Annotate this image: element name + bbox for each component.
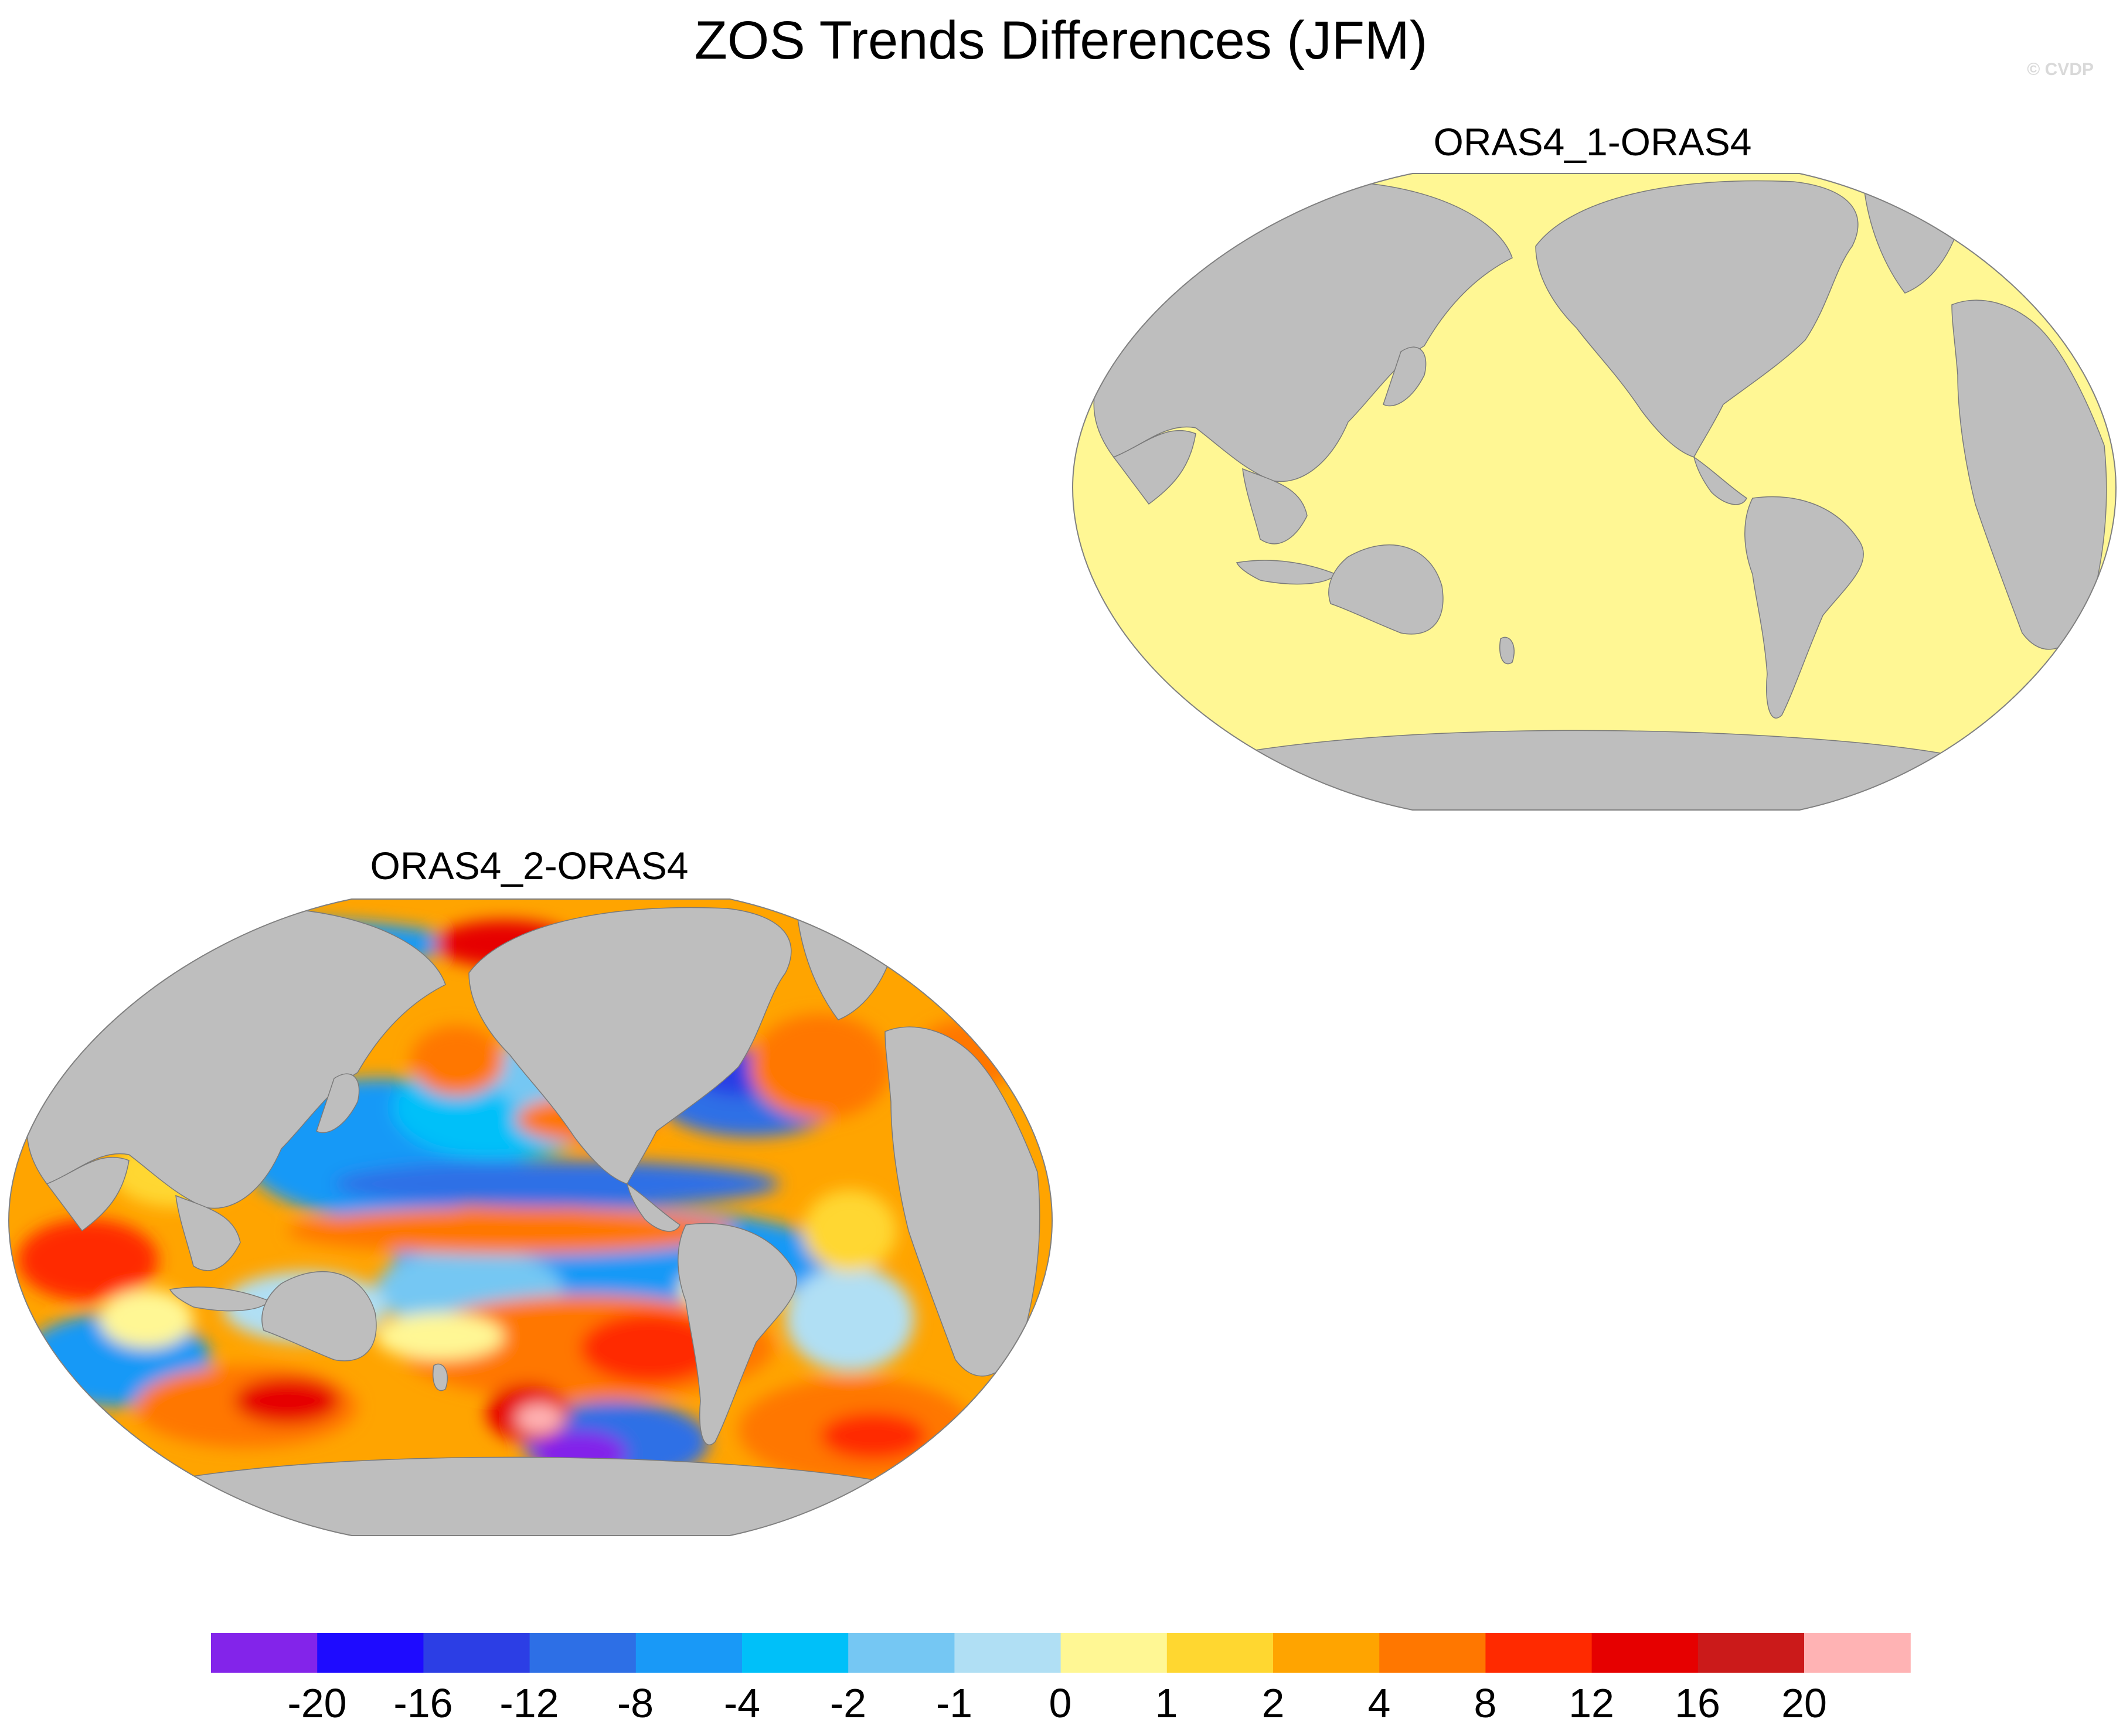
colorbar-label: -20 xyxy=(287,1680,346,1726)
colorbar-swatch xyxy=(1060,1633,1168,1673)
colorbar-swatch xyxy=(423,1633,530,1673)
colorbar-swatch xyxy=(1591,1633,1699,1673)
map-panel-oras4-1: ORAS4_1-ORAS4 xyxy=(1071,120,2117,811)
colorbar-label: -8 xyxy=(617,1680,654,1726)
colorbar-swatch xyxy=(954,1633,1062,1673)
colorbar-swatch xyxy=(317,1633,424,1673)
panel-title-oras4-2: ORAS4_2-ORAS4 xyxy=(370,844,689,887)
colorbar-label: 2 xyxy=(1262,1680,1285,1726)
colorbar-swatch xyxy=(1273,1633,1380,1673)
colorbar-label: -1 xyxy=(936,1680,972,1726)
colorbar-label: -4 xyxy=(724,1680,760,1726)
panel-title-oras4-1: ORAS4_1-ORAS4 xyxy=(1434,120,1752,164)
colorbar-swatch xyxy=(529,1633,637,1673)
land-masses xyxy=(1073,180,2107,810)
map-outline-oras4-2 xyxy=(8,898,1053,1536)
colorbar-labels: -20 -16 -12 -8 -4 -2 -1 0 1 2 4 8 12 16 … xyxy=(287,1680,1827,1726)
colorbar-label: 1 xyxy=(1155,1680,1178,1726)
watermark: © CVDP xyxy=(2027,60,2094,79)
colorbar-label: -16 xyxy=(393,1680,453,1726)
colorbar-swatch xyxy=(1485,1633,1593,1673)
colorbar-swatch xyxy=(1804,1633,1911,1673)
colorbar-label: 8 xyxy=(1474,1680,1497,1726)
colorbar-swatch xyxy=(635,1633,743,1673)
colorbar-swatch xyxy=(1166,1633,1274,1673)
colorbar-label: 4 xyxy=(1368,1680,1391,1726)
colorbar-label: 20 xyxy=(1781,1680,1827,1726)
colorbar-swatch xyxy=(1379,1633,1486,1673)
colorbar: -20 -16 -12 -8 -4 -2 -1 0 1 2 4 8 12 16 … xyxy=(211,1633,1911,1726)
colorbar-boxes xyxy=(211,1633,1911,1673)
map-panel-oras4-2: ORAS4_2-ORAS4 xyxy=(8,844,1053,1536)
map-outline-oras4-1 xyxy=(1071,173,2117,811)
colorbar-label: -12 xyxy=(499,1680,559,1726)
colorbar-label: -2 xyxy=(830,1680,866,1726)
colorbar-label: 0 xyxy=(1049,1680,1072,1726)
colorbar-swatch xyxy=(742,1633,849,1673)
colorbar-swatch xyxy=(1697,1633,1805,1673)
main-title: ZOS Trends Differences (JFM) xyxy=(695,11,1428,70)
colorbar-label: 12 xyxy=(1569,1680,1614,1726)
colorbar-label: 16 xyxy=(1675,1680,1720,1726)
colorbar-swatch xyxy=(848,1633,955,1673)
colorbar-swatch xyxy=(211,1633,318,1673)
